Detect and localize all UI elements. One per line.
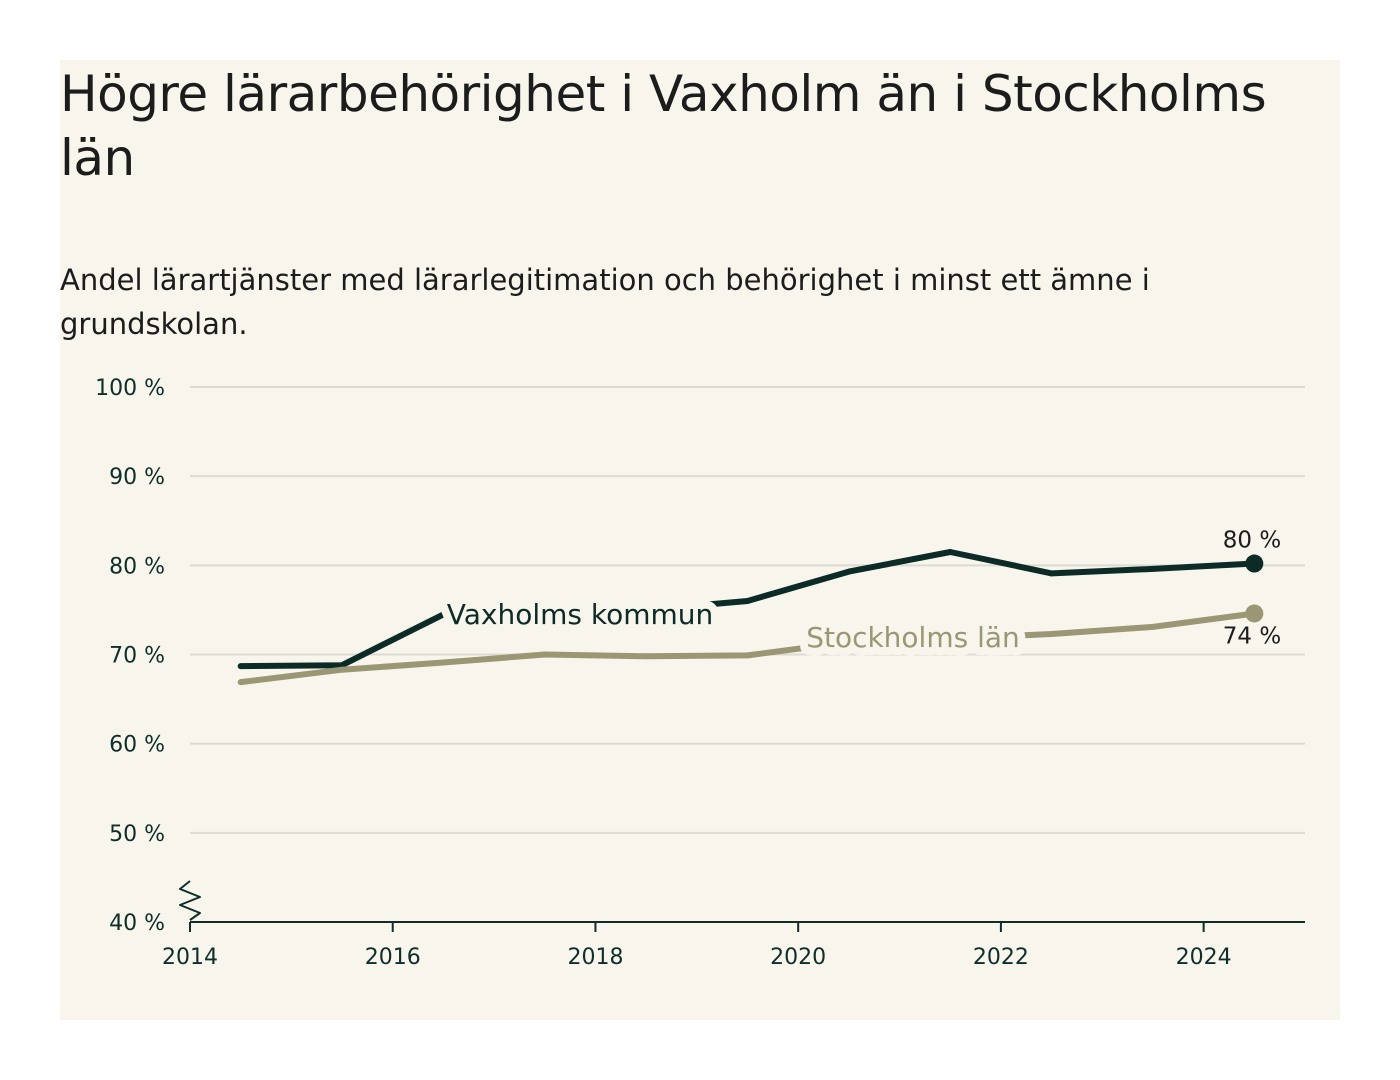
end-value-label: 74 % bbox=[1223, 623, 1281, 649]
x-tick-label: 2016 bbox=[365, 945, 421, 970]
data-point bbox=[845, 568, 852, 575]
end-value-label: 80 % bbox=[1223, 528, 1281, 554]
data-point bbox=[541, 651, 548, 658]
data-point bbox=[947, 548, 954, 555]
x-tick-label: 2018 bbox=[567, 945, 623, 970]
x-tick-label: 2020 bbox=[770, 945, 826, 970]
series-labels: Vaxholms kommun Stockholms län 80 % 74 % bbox=[439, 528, 1281, 662]
series-label: Stockholms län bbox=[806, 621, 1020, 654]
series-line-stockholm bbox=[240, 610, 1255, 686]
data-point bbox=[744, 598, 751, 604]
data-point bbox=[339, 666, 346, 673]
data-point bbox=[643, 653, 650, 660]
data-point bbox=[1149, 623, 1156, 630]
end-marker bbox=[1245, 604, 1264, 623]
y-tick-label: 80 % bbox=[109, 554, 165, 579]
data-point bbox=[237, 663, 244, 670]
data-point bbox=[440, 659, 447, 666]
y-tick-label: 50 % bbox=[109, 822, 165, 847]
data-point bbox=[541, 608, 548, 615]
series-label: Vaxholms kommun bbox=[447, 598, 714, 631]
x-tick-label: 2022 bbox=[973, 945, 1029, 970]
axis-break-icon bbox=[179, 880, 201, 921]
y-tick-label: 60 % bbox=[109, 733, 165, 758]
data-point bbox=[845, 639, 852, 646]
y-axis-ticks: 40 % 50 % 60 % 70 % 80 % 90 % 100 % bbox=[95, 376, 165, 936]
data-point bbox=[237, 679, 244, 686]
chart-card bbox=[60, 60, 1340, 1020]
series-line-vaxholm bbox=[240, 549, 1255, 670]
data-point bbox=[947, 635, 954, 642]
y-tick-label: 100 % bbox=[95, 376, 165, 401]
x-tick-label: 2024 bbox=[1176, 945, 1232, 970]
y-tick-label: 90 % bbox=[109, 465, 165, 490]
chart-subtitle: Andel lärartjänster med lärarlegitimatio… bbox=[60, 263, 1150, 341]
x-tick-label: 2014 bbox=[162, 945, 218, 970]
y-tick-label: 70 % bbox=[109, 644, 165, 669]
data-point bbox=[744, 652, 751, 659]
end-marker bbox=[1245, 554, 1264, 573]
x-axis bbox=[179, 880, 1305, 923]
data-point bbox=[440, 611, 447, 618]
data-point bbox=[643, 606, 650, 613]
series-lines bbox=[237, 548, 1264, 686]
data-point bbox=[1149, 565, 1156, 572]
x-axis-ticks: 2014 2016 2018 2020 2022 2024 bbox=[162, 922, 1232, 970]
grid-lines bbox=[190, 386, 1305, 834]
data-point bbox=[1048, 570, 1055, 577]
chart-title: Högre lärarbehörighet i Vaxholm än i Sto… bbox=[60, 65, 1267, 187]
data-point bbox=[1048, 630, 1055, 637]
y-tick-label: 40 % bbox=[109, 911, 165, 936]
